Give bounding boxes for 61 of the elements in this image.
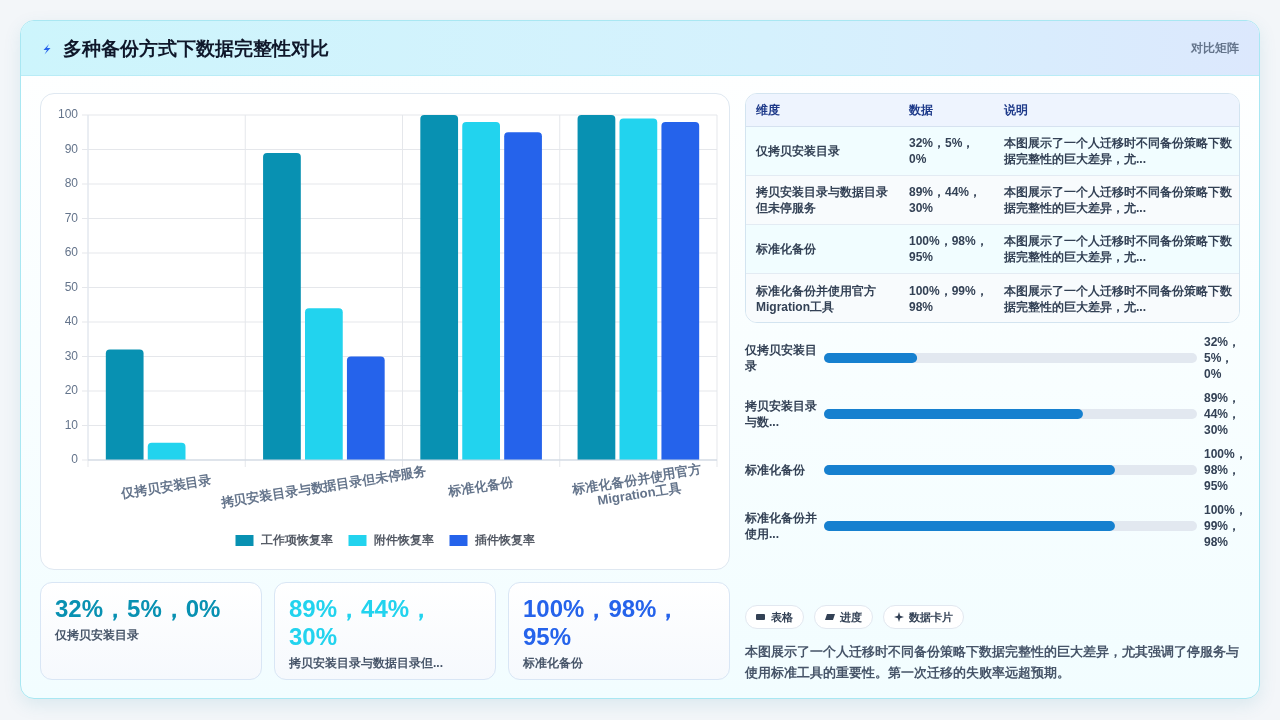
bar: [420, 115, 459, 460]
text: 89%，44%，30%: [289, 595, 434, 650]
y-tick-label: 20: [64, 383, 79, 398]
y2-tick-label: 32%，5%，0%: [1204, 334, 1242, 382]
y-tick-label: 70: [64, 210, 79, 225]
bar: [305, 308, 343, 460]
y2-tick-label: 100%，99%，98%: [1204, 502, 1248, 550]
legend-label: 插件恢复率: [473, 533, 535, 548]
text: 标准化备份并使用官方Migration工具: [756, 283, 876, 314]
y-tick-label: 50: [64, 279, 79, 294]
y2-tick-label: 100%，98%，95%: [1204, 446, 1248, 494]
bar: [263, 152, 301, 460]
y-tick-label: 90: [64, 141, 79, 156]
text: 本图展示了一个人迁移时不同备份策略下数据完整性的巨大差异，尤其强调了停服务与使用标准工具的重要性。第一次迁移的失败率远超预期。: [745, 643, 1240, 682]
bar: [462, 121, 500, 460]
text: 本图展示了一个人迁移时不同备份策略下数据完整性的巨大差异，尤...: [1004, 283, 1232, 314]
x-tick-label: 仅拷贝安装目录: [119, 472, 213, 502]
x-tick-label: 标准化备份: [446, 474, 516, 500]
y-tick-label: 100: [57, 107, 79, 122]
bar: [504, 132, 542, 460]
text: 仅拷贝安装目录: [756, 144, 840, 158]
category-label: 标准化备份: [523, 655, 584, 671]
y2-tick-label: 89%，44%，30%: [1204, 390, 1242, 438]
text: 32%，5%，0%: [909, 136, 975, 166]
text: 100%，98%，95%: [523, 595, 681, 650]
category-label: 进度: [840, 609, 862, 625]
y-tick-label: 10: [64, 417, 79, 432]
x-tick-label: 标准化备份并使用官方Migration工具: [570, 461, 703, 509]
text: 本图展示了一个人迁移时不同备份策略下数据完整性的巨大差异，尤...: [1004, 234, 1232, 264]
x-tick-label: 拷贝安装目录与数据目录但未停服务: [218, 463, 428, 511]
text: 89%，44%，30%: [909, 185, 982, 215]
category-label: 说明: [1004, 102, 1029, 119]
y-tick-label: 30: [64, 348, 79, 363]
category-label: 表格: [771, 609, 793, 625]
category-label: 拷贝安装目录与数据目录但...: [289, 655, 444, 671]
y-tick-label: 标准化备份并使用...: [745, 510, 818, 542]
text: 拷贝安装目录与数据目录但未停服务: [756, 185, 888, 215]
bar: [619, 118, 658, 460]
category-label: 维度: [756, 102, 781, 119]
text: 100%，98%，95%: [909, 234, 988, 264]
y-tick-label: 60: [64, 245, 79, 260]
legend-label: 附件恢复率: [373, 533, 434, 548]
text: 本图展示了一个人迁移时不同备份策略下数据完整性的巨大差异，尤...: [1004, 185, 1232, 215]
y-tick-label: 80: [64, 176, 79, 191]
text: 32%，5%，0%: [55, 595, 221, 622]
text: 100%，99%，98%: [909, 283, 988, 314]
bar: [577, 115, 616, 460]
y-tick-label: 仅拷贝安装目录: [745, 342, 818, 374]
text: 多种备份方式下数据完整性对比: [63, 37, 329, 61]
bar: [147, 442, 186, 460]
bar: [661, 121, 700, 460]
bar: [105, 349, 144, 460]
text: 本图展示了一个人迁移时不同备份策略下数据完整性的巨大差异，尤...: [1004, 136, 1232, 166]
y-tick-label: 拷贝安装目录与数...: [745, 398, 818, 430]
text: 对比矩阵: [1191, 40, 1239, 57]
category-label: 数据卡片: [909, 609, 953, 625]
y-tick-label: 40: [64, 314, 79, 329]
bar: [346, 356, 385, 460]
legend-label: 工作项恢复率: [259, 533, 333, 548]
y-tick-label: 0: [71, 452, 79, 467]
category-label: 数据: [909, 102, 934, 119]
